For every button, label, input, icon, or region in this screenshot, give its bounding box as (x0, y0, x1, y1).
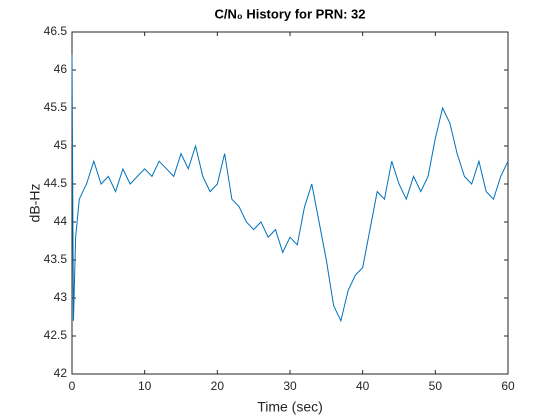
x-tick-label: 40 (356, 379, 370, 393)
x-axis-label: Time (sec) (257, 399, 323, 415)
x-tick-label: 30 (283, 379, 297, 393)
y-axis-label: dB-Hz (27, 184, 43, 223)
y-tick-label: 46 (54, 62, 68, 76)
y-tick-label: 42.5 (44, 328, 68, 342)
x-tick-label: 60 (501, 379, 515, 393)
data-line (71, 54, 509, 323)
chart-title: C/N₀ History for PRN: 32 (214, 6, 365, 21)
y-tick-label: 44 (54, 214, 68, 228)
y-tick-label: 45.5 (44, 100, 68, 114)
y-tick-label: 42 (54, 366, 68, 380)
x-tick-label: 10 (138, 379, 152, 393)
axes-box (71, 31, 509, 375)
y-tick-label: 46.5 (44, 24, 68, 38)
y-tick-label: 43.5 (44, 252, 68, 266)
x-tick-label: 50 (429, 379, 443, 393)
x-tick-label: 0 (69, 379, 76, 393)
y-tick-label: 44.5 (44, 176, 68, 190)
x-tick-label: 20 (211, 379, 225, 393)
y-tick-label: 45 (54, 138, 68, 152)
y-tick-label: 43 (54, 290, 68, 304)
